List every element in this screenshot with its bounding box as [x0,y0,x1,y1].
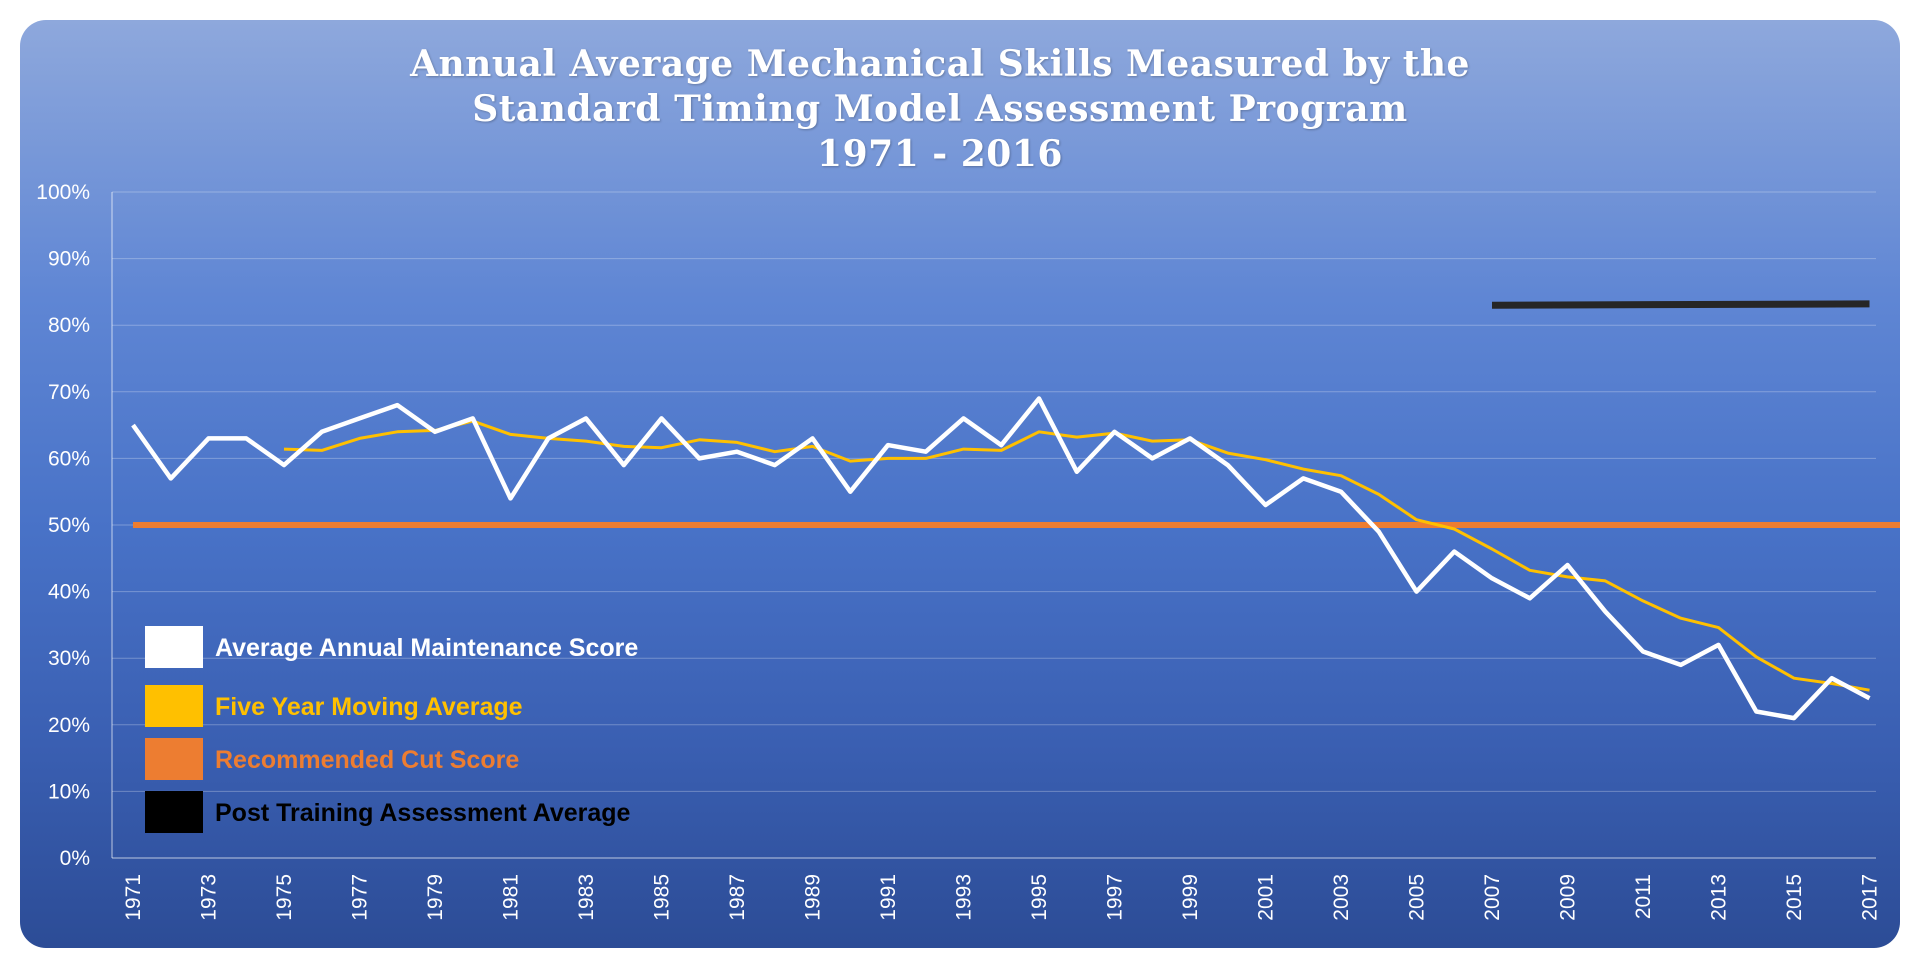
line-chart: 0% 10% 20% 30% 40% 50% 60% 70% 80% 90% 100% 1971 197… [36,181,1900,921]
x-tick-label: 2013 [1708,874,1731,921]
series-line-average-score [131,396,1871,721]
y-tick-label: 50% [48,514,90,537]
chart-title-line-2: Standard Timing Model Assessment Program [472,88,1408,130]
x-tick-label: 1999 [1179,874,1202,921]
x-tick-label: 2011 [1632,874,1655,919]
legend-swatch-post-training [145,791,203,833]
x-tick-label: 2003 [1330,874,1353,921]
x-tick-label: 1995 [1028,874,1051,921]
x-tick-label: 1993 [953,874,976,921]
x-tick-label: 1977 [349,874,372,921]
y-tick-label: 20% [48,714,90,737]
x-tick-label: 2009 [1557,874,1580,921]
chart-title-line-1: Annual Average Mechanical Skills Measure… [410,43,1470,85]
y-tick-label: 80% [48,314,90,337]
legend-label-moving-average: Five Year Moving Average [215,693,523,721]
y-tick-label: 60% [48,447,90,470]
y-tick-label: 30% [48,647,90,670]
legend-label-post-training: Post Training Assessment Average [215,799,631,827]
x-tick-label: 1985 [651,874,674,921]
legend-label-average-score: Average Annual Maintenance Score [215,634,639,662]
x-tick-label: 1981 [500,874,523,921]
x-tick-label: 1975 [273,874,296,921]
x-tick-label: 2015 [1783,874,1806,921]
series-line-post-training [1491,300,1870,309]
x-tick-label: 1973 [198,874,221,921]
x-tick-label: 2007 [1481,874,1504,921]
x-tick-label: 2017 [1859,874,1882,921]
y-tick-label: 90% [48,248,90,271]
y-tick-label: 10% [48,780,90,803]
x-tick-label: 1989 [802,874,825,921]
y-tick-label: 40% [48,581,90,604]
x-tick-label: 2005 [1406,874,1429,921]
x-tick-label: 1997 [1104,874,1127,921]
chart-panel: Annual Average Mechanical Skills Measure… [20,20,1900,948]
legend-swatch-cut-score [145,738,203,780]
chart-title-line-3: 1971 - 2016 [817,133,1063,175]
y-tick-label: 0% [60,847,90,870]
x-tick-label: 2001 [1255,874,1278,921]
chart-title: Annual Average Mechanical Skills Measure… [20,42,1860,177]
legend-swatch-average-score [145,626,203,668]
x-tick-label: 1971 [122,874,145,921]
x-tick-label: 1979 [424,874,447,921]
legend-swatch-moving-average [145,685,203,727]
y-tick-label: 100% [36,181,90,204]
x-tick-label: 1991 [877,874,900,921]
y-tick-label: 70% [48,381,90,404]
legend-label-cut-score: Recommended Cut Score [215,746,520,774]
x-tick-label: 1983 [575,874,598,921]
x-tick-label: 1987 [726,874,749,921]
